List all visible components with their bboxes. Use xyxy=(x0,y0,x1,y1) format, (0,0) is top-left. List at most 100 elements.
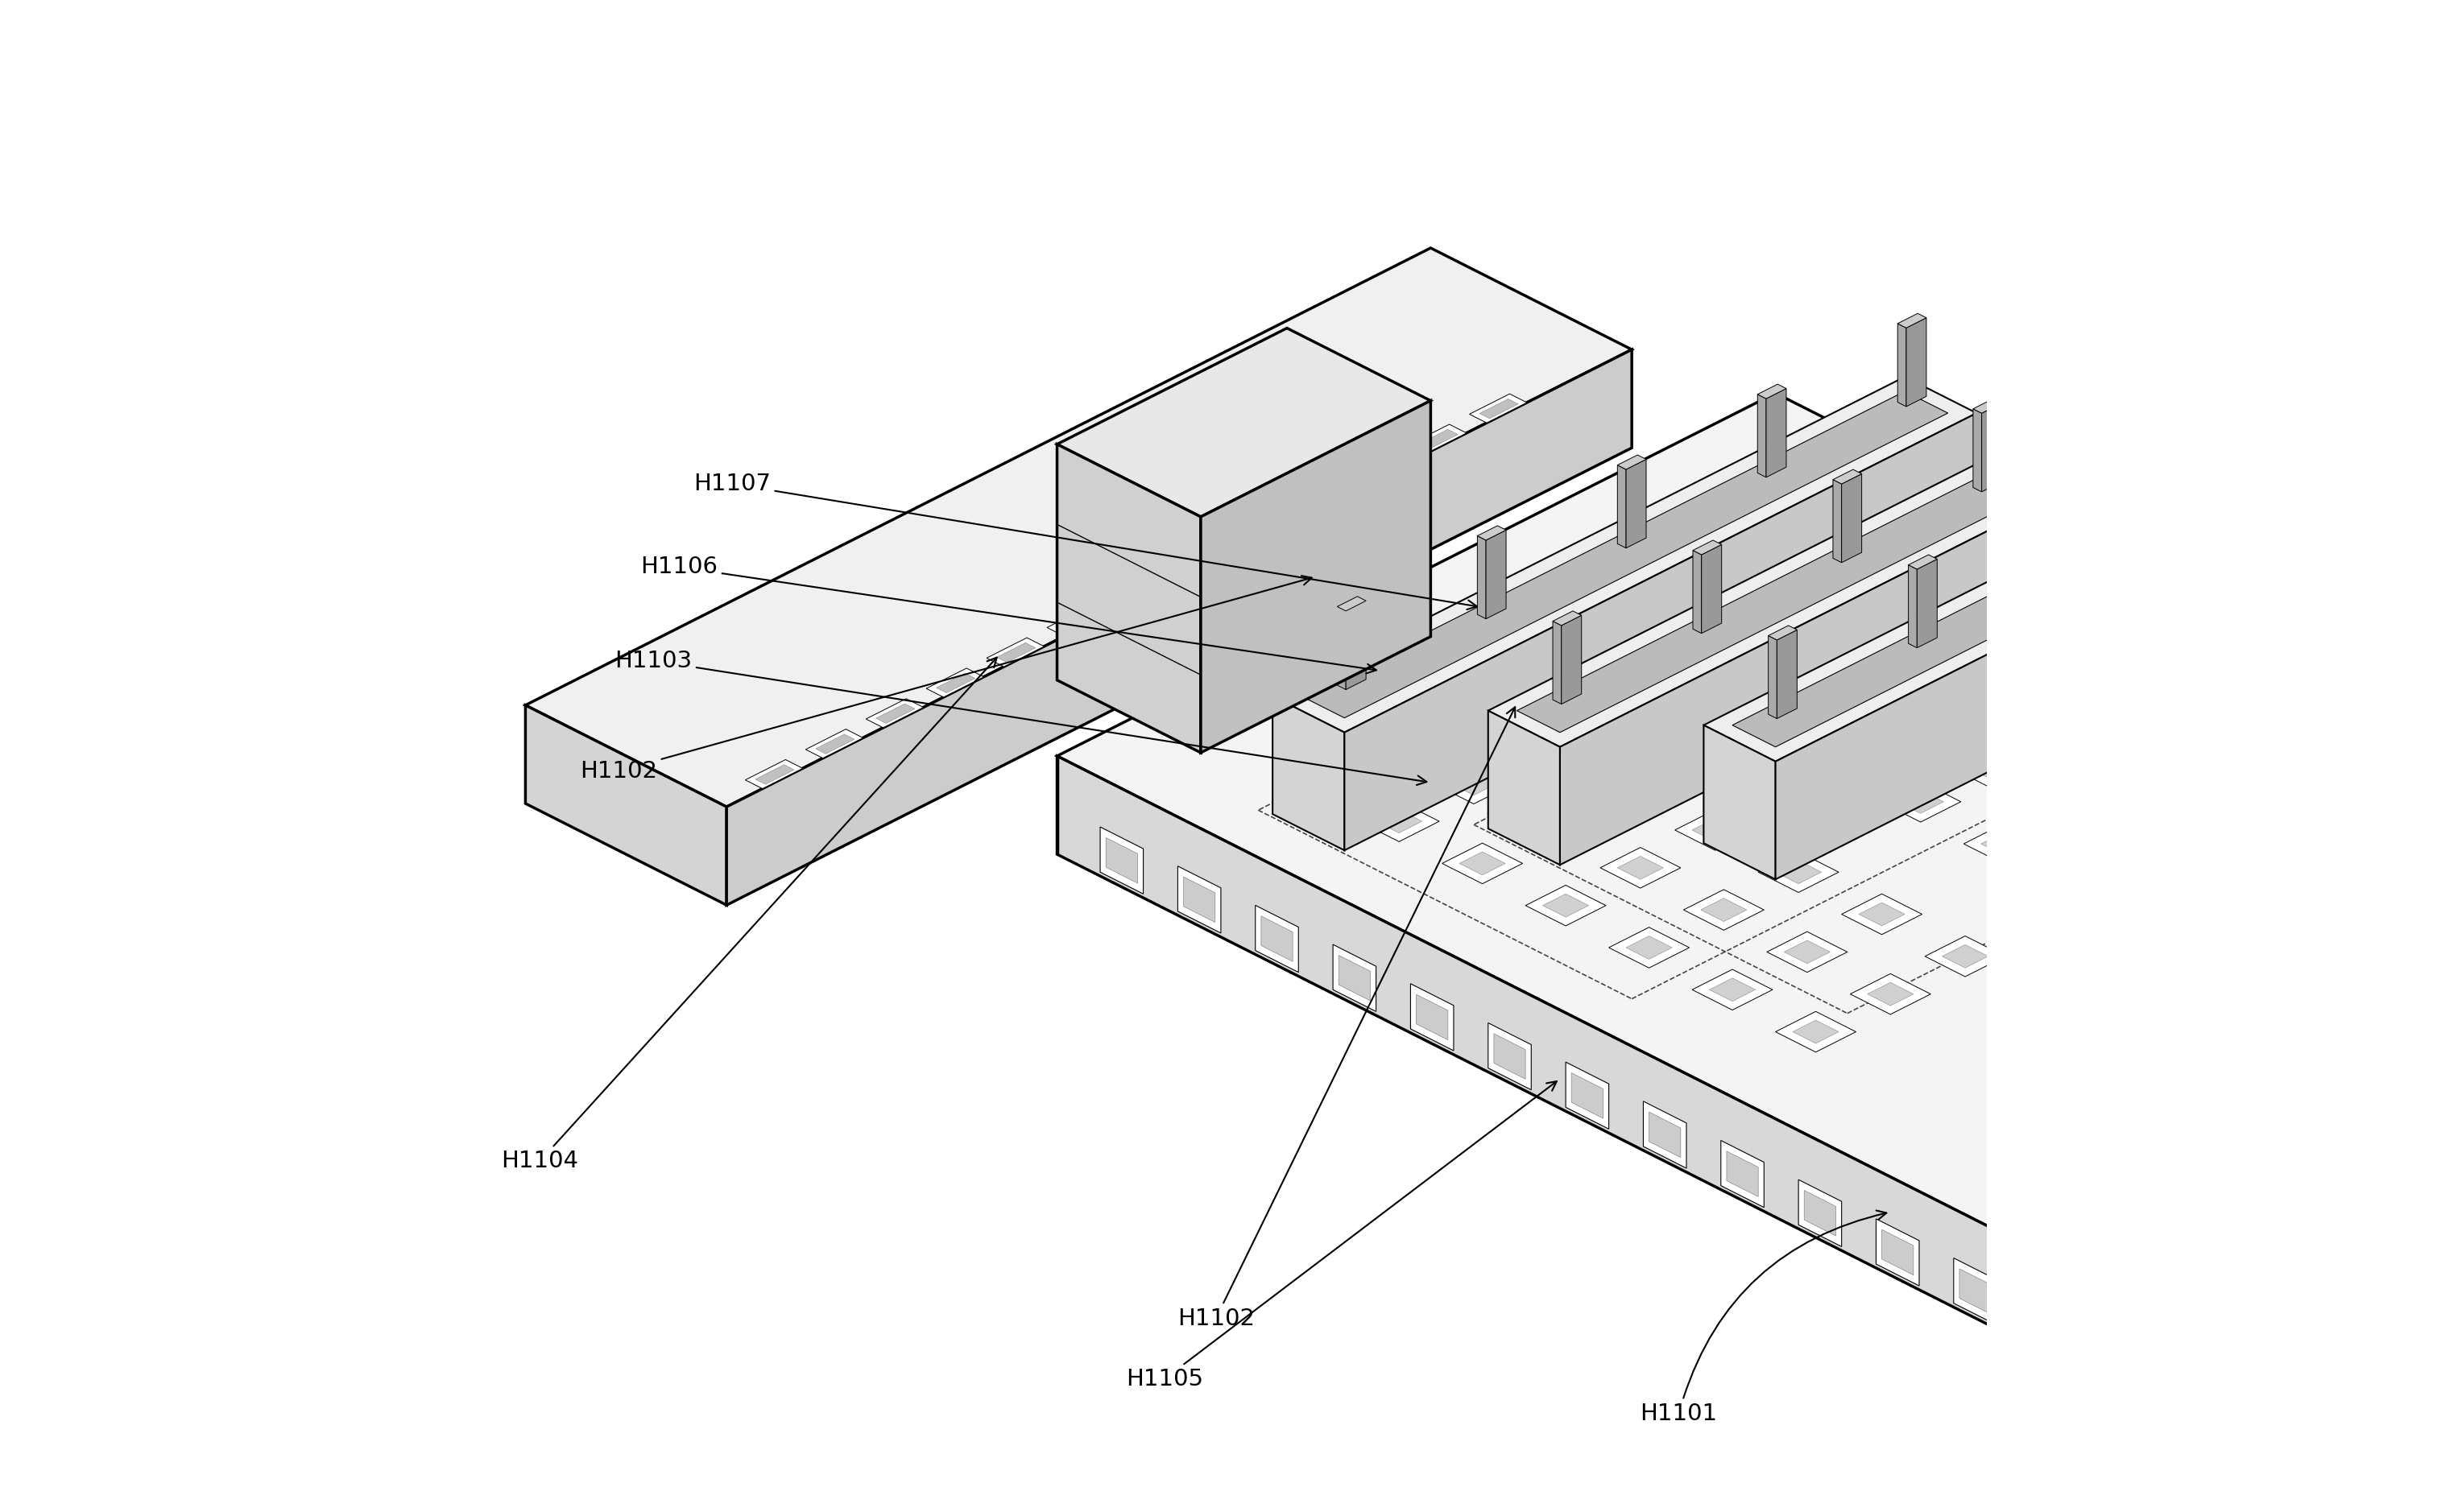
Polygon shape xyxy=(1509,726,1588,767)
Polygon shape xyxy=(2147,916,2194,939)
Polygon shape xyxy=(1416,995,1448,1040)
Polygon shape xyxy=(2112,339,2122,420)
Polygon shape xyxy=(1625,936,1672,959)
Polygon shape xyxy=(1201,401,1430,753)
Polygon shape xyxy=(2048,484,2078,499)
Polygon shape xyxy=(2174,650,2218,674)
Polygon shape xyxy=(2110,1337,2152,1403)
Polygon shape xyxy=(1526,735,1571,758)
Polygon shape xyxy=(1768,626,1797,640)
Polygon shape xyxy=(1554,621,1561,705)
Polygon shape xyxy=(1778,631,1797,718)
Polygon shape xyxy=(1758,395,1765,478)
Polygon shape xyxy=(1952,679,1999,702)
Polygon shape xyxy=(2021,644,2068,667)
Polygon shape xyxy=(1487,531,1507,618)
Polygon shape xyxy=(2354,812,2400,835)
Polygon shape xyxy=(2240,683,2319,724)
Polygon shape xyxy=(1418,429,1458,449)
Polygon shape xyxy=(524,705,726,906)
Polygon shape xyxy=(1955,1258,1997,1325)
Polygon shape xyxy=(2383,966,2430,989)
Polygon shape xyxy=(1881,782,1960,823)
Polygon shape xyxy=(1684,889,1763,930)
Polygon shape xyxy=(2036,1308,2068,1353)
Polygon shape xyxy=(1118,582,1157,602)
Polygon shape xyxy=(815,735,854,754)
Polygon shape xyxy=(1797,739,1879,780)
Polygon shape xyxy=(1105,838,1137,883)
Polygon shape xyxy=(2341,735,2386,758)
Polygon shape xyxy=(2046,865,2127,906)
Polygon shape xyxy=(1704,726,1775,880)
Polygon shape xyxy=(2285,847,2332,869)
Polygon shape xyxy=(2324,726,2403,767)
Polygon shape xyxy=(2189,413,2218,428)
Polygon shape xyxy=(2307,1314,2346,1380)
Polygon shape xyxy=(1177,866,1221,933)
Polygon shape xyxy=(1347,600,1366,689)
Polygon shape xyxy=(1339,956,1371,1001)
Polygon shape xyxy=(2105,685,2149,709)
Polygon shape xyxy=(2329,352,2336,435)
Polygon shape xyxy=(2398,1043,2445,1066)
Polygon shape xyxy=(1918,559,1938,647)
Polygon shape xyxy=(1101,827,1142,894)
Polygon shape xyxy=(1775,1012,1856,1052)
Polygon shape xyxy=(2450,999,2462,1040)
Polygon shape xyxy=(2063,874,2110,898)
Polygon shape xyxy=(2435,922,2462,963)
Polygon shape xyxy=(1785,940,1829,963)
Polygon shape xyxy=(1344,413,1977,850)
Polygon shape xyxy=(2322,756,2462,1207)
Polygon shape xyxy=(1908,555,1938,569)
Polygon shape xyxy=(1288,485,1347,514)
Polygon shape xyxy=(1758,851,1839,892)
Polygon shape xyxy=(1960,1269,1992,1314)
Polygon shape xyxy=(1814,748,1861,771)
Polygon shape xyxy=(1517,806,1598,847)
Polygon shape xyxy=(2329,342,2359,357)
Polygon shape xyxy=(1450,773,1497,795)
Polygon shape xyxy=(1297,490,1337,510)
Polygon shape xyxy=(926,668,985,697)
Polygon shape xyxy=(1691,818,1738,842)
Polygon shape xyxy=(2034,789,2112,829)
Polygon shape xyxy=(2199,872,2280,913)
Polygon shape xyxy=(2206,974,2462,1435)
Polygon shape xyxy=(1477,535,1487,618)
Polygon shape xyxy=(1726,1151,1758,1196)
Polygon shape xyxy=(2398,910,2462,1146)
Polygon shape xyxy=(1925,936,2007,977)
Polygon shape xyxy=(1768,931,1846,972)
Polygon shape xyxy=(2122,333,2142,420)
Polygon shape xyxy=(1694,550,1701,634)
Polygon shape xyxy=(1935,670,2016,711)
Polygon shape xyxy=(2457,880,2462,1116)
Polygon shape xyxy=(2428,1267,2457,1311)
Text: H1102: H1102 xyxy=(579,576,1312,782)
Polygon shape xyxy=(2258,940,2462,1461)
Text: H1103: H1103 xyxy=(616,650,1425,785)
Polygon shape xyxy=(1517,405,2164,732)
Text: H1104: H1104 xyxy=(502,658,997,1172)
Polygon shape xyxy=(2171,720,2250,759)
Polygon shape xyxy=(2272,770,2317,792)
Polygon shape xyxy=(1881,1229,1913,1275)
Polygon shape xyxy=(1108,576,1165,606)
Polygon shape xyxy=(1332,945,1376,1012)
Polygon shape xyxy=(2437,854,2462,877)
Polygon shape xyxy=(2368,889,2415,912)
Polygon shape xyxy=(1906,318,1925,407)
Polygon shape xyxy=(1943,945,1989,968)
Polygon shape xyxy=(726,349,1632,906)
Text: H1101: H1101 xyxy=(1640,1211,1886,1424)
Polygon shape xyxy=(1982,404,2002,491)
Polygon shape xyxy=(1561,428,2191,865)
Polygon shape xyxy=(2420,845,2462,886)
Polygon shape xyxy=(2366,957,2447,998)
Polygon shape xyxy=(1470,393,1526,423)
Polygon shape xyxy=(2336,346,2359,435)
Polygon shape xyxy=(1561,615,1581,705)
Polygon shape xyxy=(2231,959,2277,981)
